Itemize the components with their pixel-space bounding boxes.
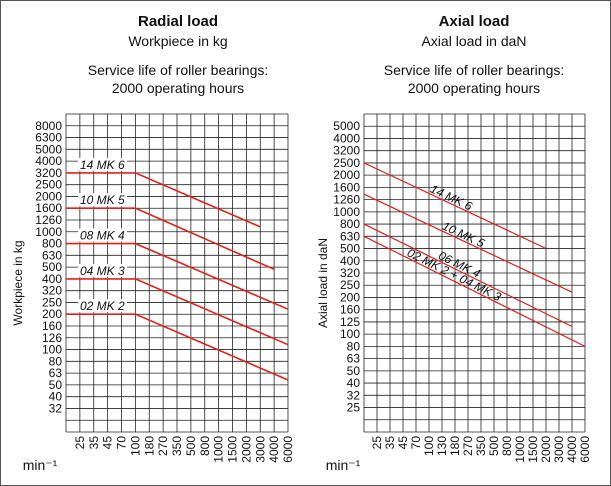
chart-subtitle: 2000 operating hours xyxy=(112,80,244,96)
x-tick-label: 3000 xyxy=(552,436,566,463)
x-tick-label: 25 xyxy=(370,436,384,450)
x-tick-label: 180 xyxy=(142,436,156,456)
y-axis-label: Axial load in daN xyxy=(316,238,330,328)
x-tick-label: 1000 xyxy=(513,436,527,463)
x-tick-label: 25 xyxy=(73,436,87,450)
x-tick-label: 2000 xyxy=(239,436,253,463)
chart-subtitle: Workpiece in kg xyxy=(128,33,227,49)
x-tick-label: 270 xyxy=(156,436,170,456)
x-tick-label: 270 xyxy=(461,436,475,456)
chart-1: Radial load Workpiece in kg Service life o… xyxy=(11,13,295,473)
x-tick-label: 70 xyxy=(409,436,423,450)
x-tick-label: 130 xyxy=(435,436,449,456)
x-tick-label: 350 xyxy=(474,436,488,456)
series-label: 10 MK 5 xyxy=(80,193,125,207)
x-axis-label: min⁻¹ xyxy=(326,457,361,473)
x-tick-label: 70 xyxy=(115,436,129,450)
x-tick-label: 180 xyxy=(448,436,462,456)
chart-subtitle: Axial load in daN xyxy=(421,33,526,49)
x-tick-label: 4000 xyxy=(565,436,579,463)
chart-2: Axial load Axial load in daN Service life … xyxy=(316,13,592,473)
x-tick-label: 45 xyxy=(101,436,115,450)
x-tick-label: 4000 xyxy=(267,436,281,463)
x-tick-label: 100 xyxy=(422,436,436,456)
series-label: 04 MK 3 xyxy=(80,264,125,278)
x-tick-label: 6000 xyxy=(281,436,295,463)
series-label: 14 MK 6 xyxy=(80,158,125,172)
x-tick-label: 45 xyxy=(396,436,410,450)
chart-subtitle: 2000 operating hours xyxy=(408,80,540,96)
chart-title: Radial load xyxy=(138,13,218,30)
x-tick-label: 1500 xyxy=(526,436,540,463)
x-tick-label: 6000 xyxy=(578,436,592,463)
y-tick-label: 25 xyxy=(347,401,361,415)
x-tick-label: 800 xyxy=(500,436,514,456)
series-label: 08 MK 4 xyxy=(80,229,125,243)
x-tick-label: 100 xyxy=(128,436,142,456)
x-tick-label: 800 xyxy=(198,436,212,456)
x-tick-label: 500 xyxy=(184,436,198,456)
x-tick-label: 350 xyxy=(170,436,184,456)
chart-subtitle: Service life of roller bearings: xyxy=(384,62,565,78)
y-axis-label: Workpiece in kg xyxy=(11,240,25,325)
x-tick-label: 1000 xyxy=(212,436,226,463)
series-label: 10 MK 5 xyxy=(440,219,487,251)
chart-subtitle: Service life of roller bearings: xyxy=(88,62,269,78)
x-tick-label: 3000 xyxy=(253,436,267,463)
x-tick-label: 2000 xyxy=(539,436,553,463)
x-tick-label: 35 xyxy=(87,436,101,450)
x-axis-label: min⁻¹ xyxy=(23,457,58,473)
series-label: 02 MK 2 xyxy=(80,299,125,313)
x-tick-label: 500 xyxy=(487,436,501,456)
x-tick-label: 35 xyxy=(383,436,397,450)
x-tick-label: 1500 xyxy=(226,436,240,463)
chart-title: Axial load xyxy=(439,13,510,30)
y-tick-label: 32 xyxy=(49,401,63,415)
